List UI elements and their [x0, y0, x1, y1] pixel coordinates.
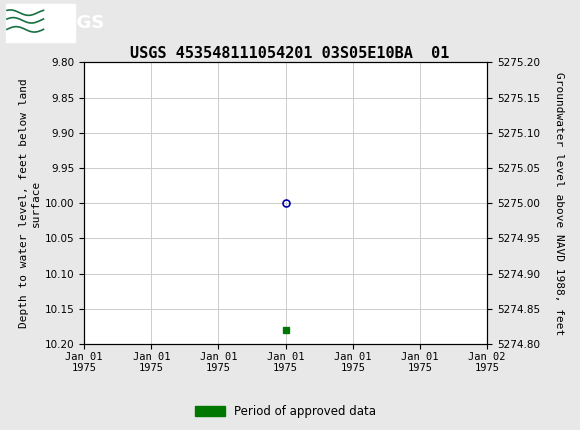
Text: USGS 453548111054201 03S05E10BA  01: USGS 453548111054201 03S05E10BA 01 — [130, 46, 450, 61]
Legend: Period of approved data: Period of approved data — [190, 400, 381, 423]
Y-axis label: Groundwater level above NAVD 1988, feet: Groundwater level above NAVD 1988, feet — [554, 71, 564, 335]
Bar — [6, 3, 75, 42]
Y-axis label: Depth to water level, feet below land
surface: Depth to water level, feet below land su… — [19, 78, 41, 328]
Text: USGS: USGS — [49, 14, 104, 31]
